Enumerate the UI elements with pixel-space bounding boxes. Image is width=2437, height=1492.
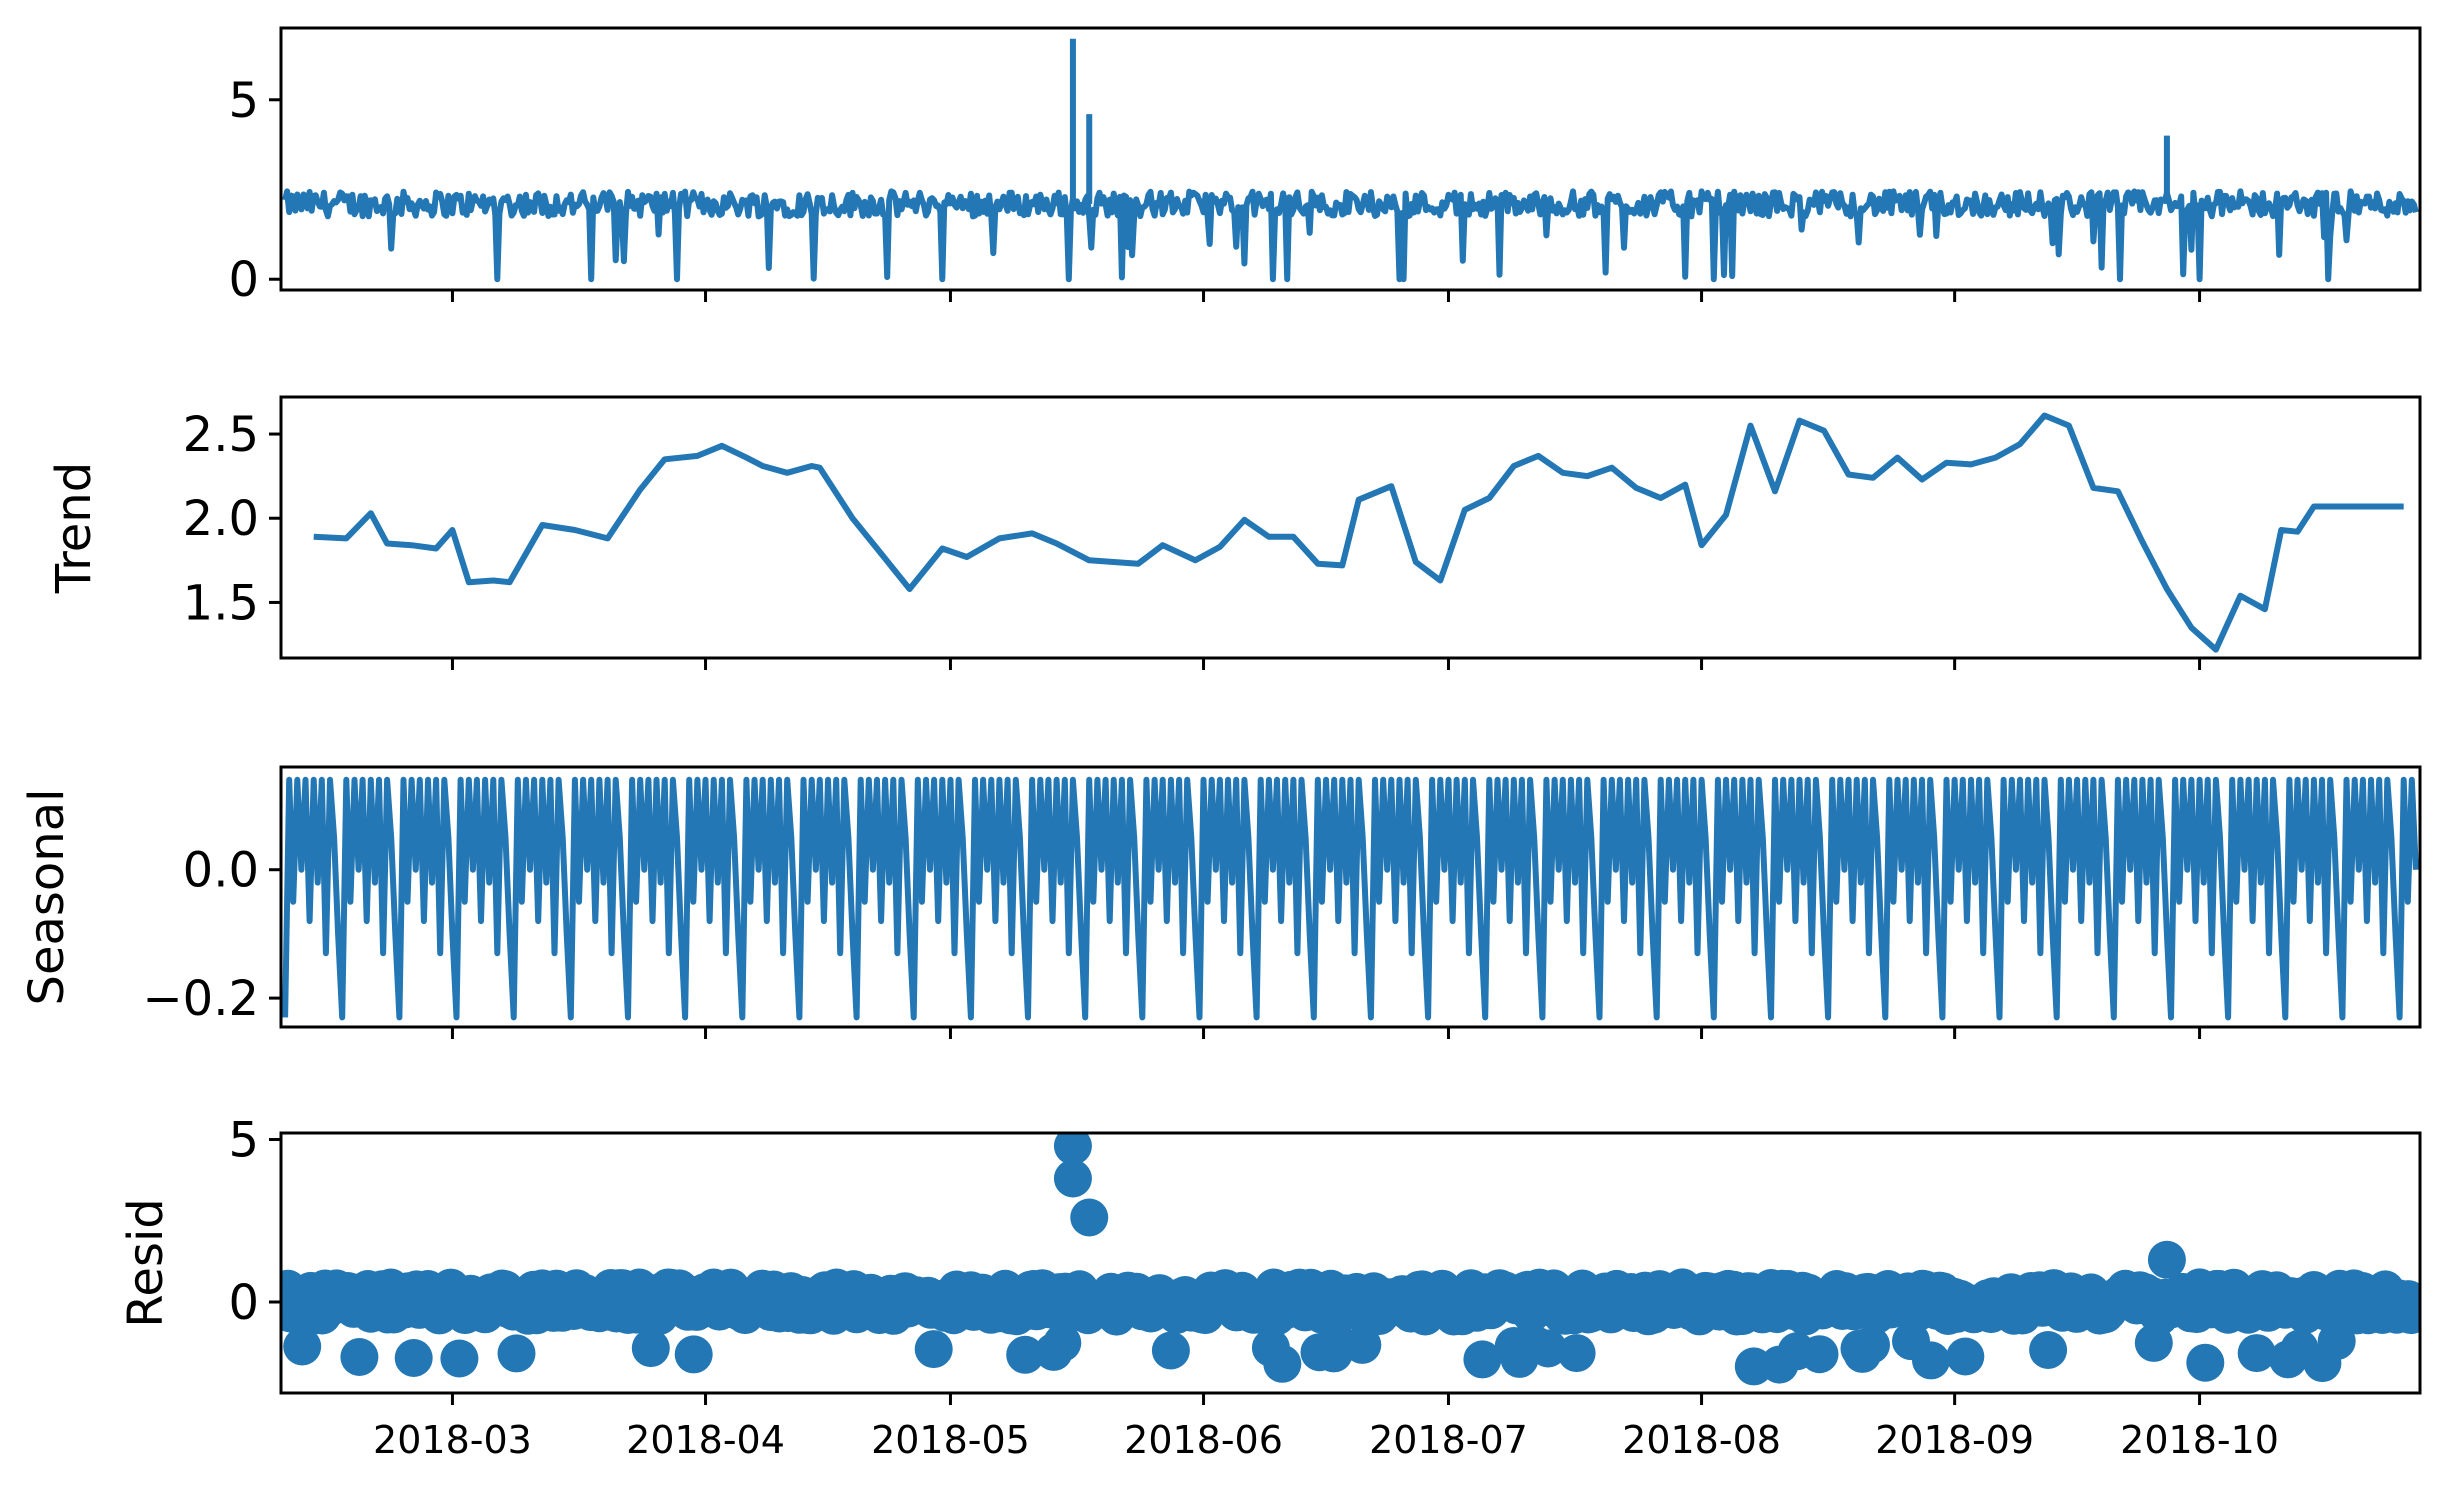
seasonal-ylabel: Seasonal [19,789,75,1006]
resid-point [1263,1344,1302,1383]
resid-outlier-0 [1053,1133,1092,1165]
xtick-label: 2018-09 [1875,1418,2034,1462]
xtick-label: 2018-05 [871,1418,1030,1462]
observed-frame [279,26,2422,292]
panel-resid: 0 5 Resid [118,1113,2422,1405]
resid-point [394,1339,433,1377]
trend-series [313,412,2404,653]
trend-ytick-label: 2.5 [183,407,259,463]
observed-ytick-label: 5 [228,73,259,129]
resid-point [1800,1335,1839,1374]
resid-outlier-1 [1053,1159,1092,1198]
resid-series [281,1133,2420,1386]
resid-point [2029,1331,2068,1369]
resid-point [914,1330,953,1369]
observed-ytick-label: 0 [228,252,259,308]
resid-point [1557,1334,1596,1373]
resid-outlier-2 [1070,1198,1109,1237]
observed-line [282,188,2419,283]
resid-point [1529,1329,1568,1368]
resid-point [1852,1326,1890,1364]
xtick-label: 2018-06 [1124,1418,1283,1462]
trend-frame [279,395,2422,660]
seasonal-series [282,776,2419,1021]
xtick-label: 2018-07 [1369,1418,1528,1462]
seasonal-ytick-label: −0.2 [142,971,259,1027]
resid-frame [279,1131,2422,1395]
resid-point [2186,1343,2225,1382]
xtick-label: 2018-04 [626,1418,785,1462]
resid-point [1006,1335,1045,1374]
seasonal-frame [279,765,2422,1029]
trend-line [313,412,2404,653]
resid-point [1043,1323,1082,1362]
resid-point [1946,1337,1985,1376]
resid-point [440,1339,479,1378]
resid-point [2237,1334,2276,1373]
resid-point [1463,1340,1502,1379]
resid-point [283,1327,322,1366]
xtick-label: 2018-10 [2120,1418,2279,1462]
resid-point [340,1338,379,1376]
trend-ytick-label: 1.5 [183,575,259,631]
seasonal-line [282,776,2419,1021]
xtick-label: 2018-03 [373,1418,532,1462]
panel-trend: 1.5 2.0 2.5 Trend [46,395,2422,670]
panel-seasonal: −0.2 0.0 Seasonal [19,765,2422,1039]
resid-point [631,1329,670,1368]
resid-ytick-label: 0 [228,1275,259,1331]
trend-ylabel: Trend [46,462,102,594]
resid-point [2394,1282,2420,1321]
resid-point [1343,1325,1382,1364]
resid-point [497,1334,536,1373]
seasonal-ytick-label: 0.0 [183,843,259,899]
resid-point [1151,1331,1190,1370]
xtick-label: 2018-08 [1622,1418,1781,1462]
resid-point [1912,1341,1950,1380]
trend-ytick-label: 2.0 [183,491,259,547]
resid-outlier-3 [2147,1240,2186,1279]
resid-point [674,1335,713,1374]
panel-observed: 05 [228,26,2422,308]
resid-ytick-label: 5 [228,1113,259,1169]
observed-series [282,38,2419,283]
resid-ylabel: Resid [118,1198,174,1328]
